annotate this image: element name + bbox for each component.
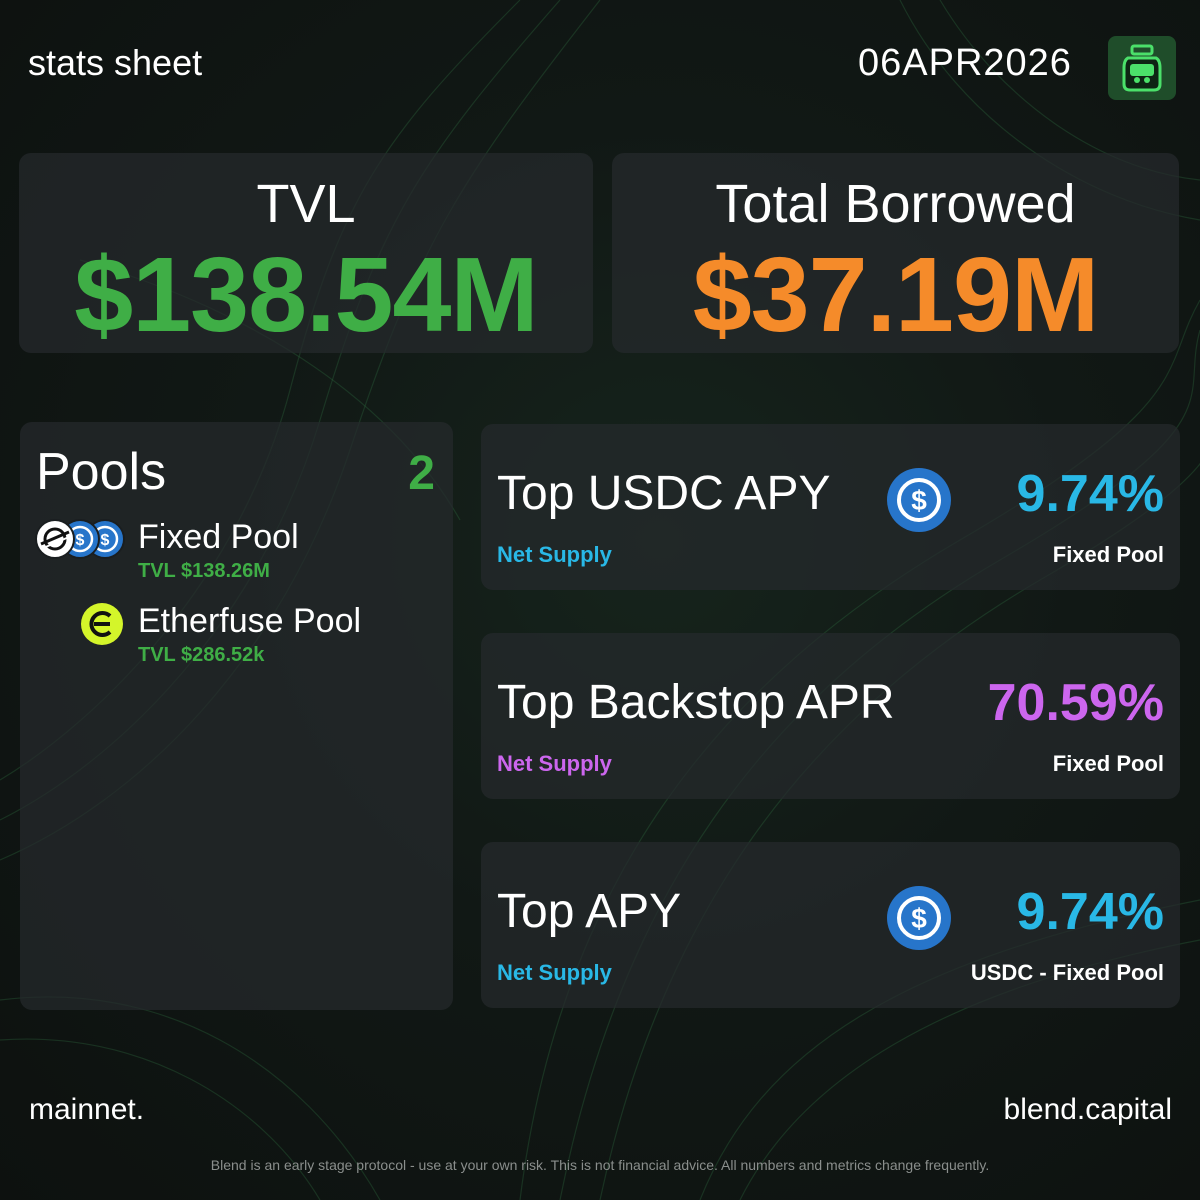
svg-text:$: $ (911, 485, 927, 516)
tvl-card: TVL $138.54M (19, 153, 593, 354)
pool-tvl: TVL $138.26M (138, 560, 270, 582)
usdc-icon: $ (887, 468, 951, 532)
total-borrowed-card: Total Borrowed $37.19M (612, 153, 1179, 354)
metric-value: 9.74% (1016, 883, 1164, 941)
network-label: mainnet. (29, 1093, 145, 1126)
pool-name: Fixed Pool (138, 518, 299, 556)
pool-tvl: TVL $286.52k (138, 644, 265, 666)
pools-title: Pools (36, 443, 167, 501)
tvl-label: TVL (256, 174, 356, 234)
etherfuse-icon (81, 603, 123, 645)
metric-title: Top APY (497, 885, 682, 938)
svg-text:$: $ (101, 532, 110, 549)
metric-pool: Fixed Pool (1052, 542, 1164, 567)
metric-pool: USDC - Fixed Pool (970, 960, 1164, 985)
metric-card-top-apy: Top APY $ 9.74% Net Supply USDC - Fixed … (481, 842, 1180, 1008)
metric-subtitle: Net Supply (497, 960, 612, 985)
metric-title: Top USDC APY (497, 467, 831, 520)
metric-title: Top Backstop APR (497, 676, 895, 729)
metric-subtitle: Net Supply (497, 542, 612, 567)
pool-name: Etherfuse Pool (138, 602, 362, 640)
tvl-value: $138.54M (74, 236, 538, 354)
usdc-icon: $ (887, 886, 951, 950)
metric-subtitle: Net Supply (497, 751, 612, 776)
metric-value: 70.59% (987, 674, 1164, 732)
svg-text:$: $ (911, 903, 927, 934)
metric-card-top-usdc-apy: Top USDC APY $ 9.74% Net Supply Fixed Po… (481, 424, 1180, 590)
svg-text:$: $ (76, 532, 85, 549)
total-borrowed-label: Total Borrowed (715, 174, 1076, 234)
pools-card: Pools 2 $ $ Fixed Pool TVL $138.26M (20, 422, 453, 1010)
fixed-pool-asset-icons: $ $ (35, 519, 125, 559)
blend-logo-icon (1108, 36, 1176, 100)
site-link[interactable]: blend.capital (1003, 1093, 1172, 1126)
page-title: stats sheet (28, 42, 203, 83)
metric-card-top-backstop-apr: Top Backstop APR 70.59% Net Supply Fixed… (481, 633, 1180, 799)
disclaimer: Blend is an early stage protocol - use a… (210, 1157, 990, 1173)
report-date: 06APR2026 (858, 42, 1072, 84)
metric-pool: Fixed Pool (1052, 751, 1164, 776)
total-borrowed-value: $37.19M (692, 236, 1100, 354)
pools-count: 2 (408, 447, 435, 500)
stellar-icon (35, 519, 75, 559)
metric-value: 9.74% (1016, 465, 1164, 523)
